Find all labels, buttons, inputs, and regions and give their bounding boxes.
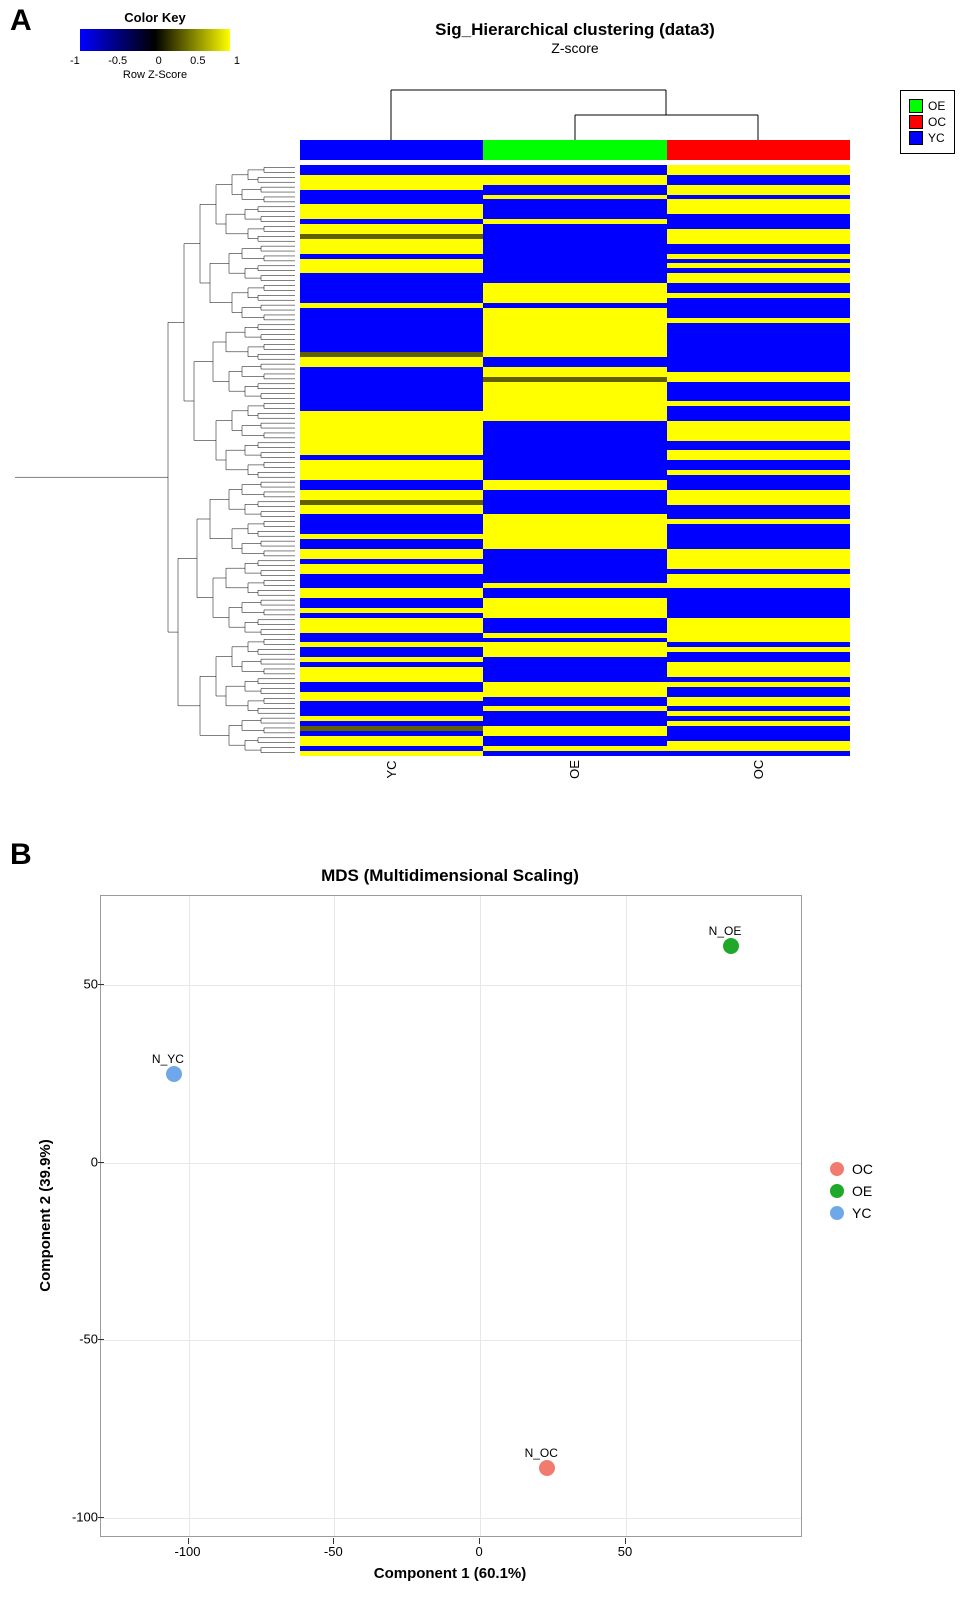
grid-line-vertical	[626, 896, 627, 1536]
legend-label: OC	[852, 1161, 873, 1177]
grid-line-horizontal	[101, 1340, 801, 1341]
legend-label: OE	[928, 99, 945, 113]
mds-point-label: N_OC	[525, 1446, 558, 1460]
legend-row: YC	[909, 131, 946, 145]
color-key-tick: -1	[70, 55, 80, 67]
color-key-tick: 0	[156, 55, 162, 67]
column-labels: YCOEOC	[300, 762, 850, 777]
heatmap-subtitle: Z-score	[300, 40, 850, 56]
heatmap-title: Sig_Hierarchical clustering (data3)	[300, 20, 850, 40]
column-label: YC	[384, 678, 399, 861]
mds-y-ticks: -100 -50 0 50	[60, 895, 98, 1535]
grid-line-horizontal	[101, 1518, 801, 1519]
column-group-swatch	[300, 140, 483, 160]
mds-point-label: N_OE	[709, 924, 742, 938]
legend-label: YC	[928, 131, 945, 145]
grid-line-horizontal	[101, 1163, 801, 1164]
legend-swatch	[909, 99, 923, 113]
mds-title: MDS (Multidimensional Scaling)	[100, 866, 800, 886]
mds-point	[166, 1066, 182, 1082]
x-tick-label: 0	[476, 1544, 483, 1559]
x-tick-label: -100	[174, 1544, 200, 1559]
row-dendrogram	[10, 165, 295, 755]
panel-b-legend: OC OE YC	[830, 1155, 873, 1227]
grid-line-horizontal	[101, 985, 801, 986]
column-label: OC	[751, 678, 766, 861]
column-label: OE	[567, 678, 582, 861]
mds-plot-area: N_YC N_OE N_OC	[100, 895, 802, 1537]
mds-point-label: N_YC	[152, 1052, 184, 1066]
color-key-title: Color Key	[70, 10, 240, 25]
color-key-tick: 1	[234, 55, 240, 67]
color-key-tick: 0.5	[190, 55, 205, 67]
legend-dot	[830, 1162, 844, 1176]
color-key-tick: -0.5	[108, 55, 127, 67]
grid-line-vertical	[480, 896, 481, 1536]
legend-swatch	[909, 131, 923, 145]
mds-y-label: Component 2 (39.9%)	[35, 895, 55, 1535]
grid-line-vertical	[189, 896, 190, 1536]
panel-a-label: A	[10, 4, 32, 38]
mds-x-ticks: -100 -50 0 50	[100, 1538, 800, 1558]
x-tick-label: 50	[618, 1544, 632, 1559]
legend-row: OC	[830, 1161, 873, 1177]
x-tick-label: -50	[324, 1544, 343, 1559]
legend-label: YC	[852, 1205, 871, 1221]
legend-swatch	[909, 115, 923, 129]
y-tick-label: 50	[60, 976, 98, 991]
legend-row: YC	[830, 1205, 873, 1221]
mds-x-label: Component 1 (60.1%)	[100, 1565, 800, 1582]
column-dendrogram	[300, 55, 850, 140]
grid-line-vertical	[334, 896, 335, 1536]
mds-point	[723, 938, 739, 954]
y-tick-label: 0	[60, 1154, 98, 1169]
heatmap-title-wrap: Sig_Hierarchical clustering (data3) Z-sc…	[300, 20, 850, 56]
y-tick-label: -100	[60, 1510, 98, 1525]
figure-page: A Color Key -1 -0.5 0 0.5 1 Row Z-Score Sig_…	[0, 0, 975, 1623]
legend-label: OC	[928, 115, 946, 129]
panel-b-label: B	[10, 838, 32, 872]
legend-dot	[830, 1206, 844, 1220]
panel-a-legend: OE OC YC	[900, 90, 955, 154]
legend-row: OE	[830, 1183, 873, 1199]
color-key-axis-label: Row Z-Score	[70, 69, 240, 81]
legend-row: OE	[909, 99, 946, 113]
column-group-swatch	[667, 140, 850, 160]
column-group-swatch	[483, 140, 666, 160]
mds-point	[539, 1460, 555, 1476]
color-key-ticks: -1 -0.5 0 0.5 1	[70, 55, 240, 67]
color-key-gradient	[80, 29, 230, 51]
heatmap-body	[300, 165, 850, 755]
column-group-bar	[300, 140, 850, 160]
legend-dot	[830, 1184, 844, 1198]
y-tick-label: -50	[60, 1332, 98, 1347]
color-key: Color Key -1 -0.5 0 0.5 1 Row Z-Score	[70, 10, 240, 81]
legend-row: OC	[909, 115, 946, 129]
legend-label: OE	[852, 1183, 872, 1199]
